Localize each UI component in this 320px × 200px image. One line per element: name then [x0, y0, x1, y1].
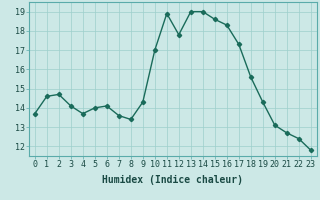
X-axis label: Humidex (Indice chaleur): Humidex (Indice chaleur)	[102, 175, 243, 185]
